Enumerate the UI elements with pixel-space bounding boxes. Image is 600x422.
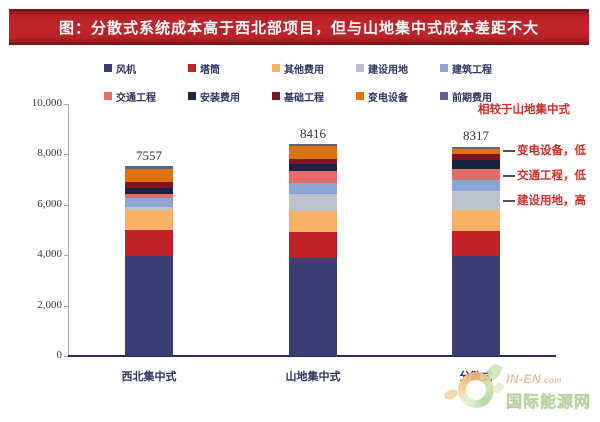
figure-title: 图：分散式系统成本高于西北部项目，但与山地集中式成本差距不大	[58, 19, 539, 37]
legend-item: 安装费用	[188, 86, 272, 106]
legend-label: 基础工程	[284, 92, 324, 104]
bar-segment-交通工程	[125, 193, 173, 198]
bar-segment-塔筒	[289, 232, 337, 258]
legend-label: 风机	[116, 64, 136, 76]
legend: 风机 塔筒 其他费用 建设用地 建筑工程交通工程 安装费用 基础工程 变电设备 前期费用	[104, 58, 528, 106]
watermark-site-name: IN-EN.com	[506, 372, 562, 386]
legend-swatch-icon	[188, 64, 196, 72]
bar-segment-建设用地	[452, 190, 500, 210]
y-tick-label: 2,000	[37, 298, 62, 311]
legend-swatch-icon	[356, 64, 364, 72]
legend-item: 风机	[104, 58, 188, 78]
bar-total-label: 8416	[300, 125, 326, 141]
x-category-label: 西北集中式	[121, 371, 177, 383]
y-tick-mark	[64, 356, 68, 357]
annotation-label: 交通工程，低	[517, 170, 586, 182]
bar-segment-变电设备	[289, 146, 337, 159]
legend-item: 其他费用	[272, 58, 356, 78]
y-tick-mark	[64, 104, 68, 105]
y-tick-mark	[64, 305, 68, 307]
legend-item: 交通工程	[104, 86, 188, 106]
watermark-site-cn: 国际能源网	[506, 394, 592, 411]
bar-segment-交通工程	[452, 169, 500, 180]
watermark-logo: IN-EN.com 国际能源网	[442, 362, 594, 416]
plot-area	[68, 104, 556, 356]
bar-segment-建设用地	[125, 206, 173, 210]
y-tick-label: 8,000	[37, 147, 62, 160]
y-tick-label: 0	[56, 349, 63, 361]
legend-swatch-icon	[272, 64, 280, 72]
legend-label: 建筑工程	[452, 64, 492, 76]
y-tick-label: 10,000	[31, 97, 62, 109]
annotation-leader-line	[503, 150, 515, 152]
bar-segment-前期费用	[452, 146, 500, 150]
legend-swatch-icon	[440, 64, 448, 72]
legend-swatch-icon	[188, 92, 196, 100]
bar-segment-前期费用	[125, 165, 173, 170]
figure-title-banner: 图：分散式系统成本高于西北部项目，但与山地集中式成本差距不大	[9, 9, 589, 45]
bar-segment-建设用地	[289, 193, 337, 212]
bar-segment-建筑工程	[125, 197, 173, 207]
legend-swatch-icon	[272, 92, 280, 100]
bar-segment-风机	[452, 256, 500, 356]
bar-segment-安装费用	[125, 187, 173, 194]
annotation-label: 建设用地，高	[517, 195, 586, 207]
legend-label: 其他费用	[284, 64, 324, 76]
bar-segment-变电设备	[125, 169, 173, 182]
legend-label: 交通工程	[116, 92, 156, 104]
legend-item: 建筑工程	[440, 58, 524, 78]
legend-item: 基础工程	[272, 86, 356, 106]
bar-segment-交通工程	[289, 171, 337, 183]
bar-total-label: 8317	[463, 128, 489, 144]
y-tick-mark	[64, 255, 68, 257]
x-axis-line	[68, 355, 556, 357]
bar-segment-变电设备	[452, 149, 500, 154]
y-tick-mark	[64, 204, 68, 206]
y-tick-label: 6,000	[37, 197, 62, 210]
bar-segment-风机	[289, 257, 337, 356]
bar-segment-基础工程	[452, 153, 500, 160]
annotation-header: 相较于山地集中式	[478, 104, 570, 116]
bar-segment-其他费用	[452, 209, 500, 231]
bar-segment-塔筒	[125, 230, 173, 257]
legend-swatch-icon	[440, 92, 448, 100]
legend-label: 前期费用	[452, 92, 492, 104]
bar-segment-建筑工程	[289, 182, 337, 194]
stacked-bar-分散式	[452, 146, 500, 356]
legend-swatch-icon	[356, 92, 364, 100]
stacked-bar-西北集中式	[125, 165, 173, 356]
annotation-leader-line	[503, 175, 515, 177]
legend-item: 变电设备	[356, 86, 440, 106]
legend-swatch-icon	[104, 64, 112, 72]
annotation-label: 变电设备，低	[517, 145, 586, 157]
stacked-bar-山地集中式	[289, 144, 337, 356]
bar-segment-基础工程	[125, 181, 173, 188]
legend-item: 建设用地	[356, 58, 440, 78]
x-category-label: 山地集中式	[285, 371, 341, 383]
bar-segment-其他费用	[289, 211, 337, 233]
bar-segment-风机	[125, 256, 173, 356]
legend-label: 建设用地	[368, 64, 408, 76]
bar-total-label: 7557	[136, 147, 162, 163]
bar-segment-建筑工程	[452, 179, 500, 191]
legend-item: 塔筒	[188, 58, 272, 78]
legend-swatch-icon	[104, 92, 112, 100]
bar-segment-基础工程	[289, 158, 337, 164]
leaf-icon	[442, 387, 460, 402]
bar-segment-其他费用	[125, 209, 173, 231]
legend-label: 塔筒	[200, 64, 220, 76]
y-tick-mark	[64, 154, 68, 156]
legend-label: 变电设备	[368, 92, 408, 104]
bar-segment-安装费用	[452, 159, 500, 170]
legend-item: 前期费用	[440, 86, 524, 106]
y-tick-label: 4,000	[37, 248, 62, 261]
bar-segment-塔筒	[452, 230, 500, 257]
bar-segment-安装费用	[289, 163, 337, 172]
y-axis-line	[68, 104, 69, 356]
bar-segment-前期费用	[289, 144, 337, 147]
legend-label: 安装费用	[200, 92, 240, 104]
annotation-leader-line	[503, 200, 515, 202]
